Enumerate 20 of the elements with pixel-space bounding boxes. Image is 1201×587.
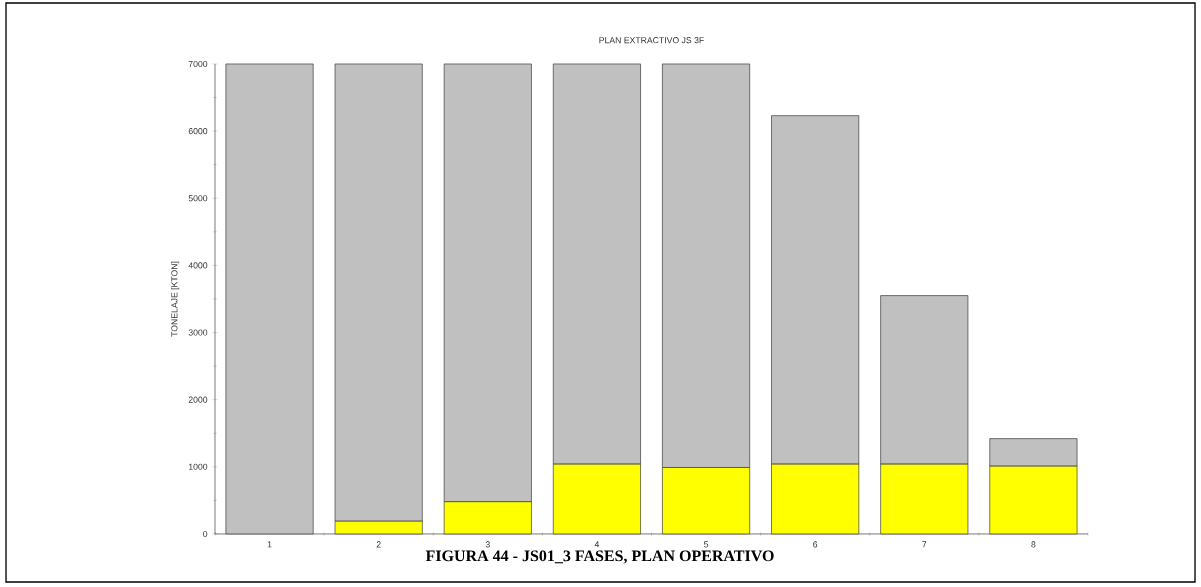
x-tick-label: 2 — [376, 541, 381, 548]
bar — [225, 63, 314, 535]
y-tick-label: 5000 — [188, 195, 208, 202]
y-tick-label: 4000 — [188, 262, 208, 269]
y-tick-label: 6000 — [188, 128, 208, 135]
text: FIGURA 44 - JS01_3 FASES, PLAN OPERATIVO — [425, 550, 774, 564]
x-tick-label: 6 — [813, 541, 818, 548]
y-tick-label: 3000 — [188, 329, 208, 336]
x-tick-label: 4 — [594, 541, 600, 548]
y-tick-label: 0 — [203, 530, 208, 538]
x-tick-label: 7 — [922, 541, 927, 548]
y-tick-label: 7000 — [188, 60, 208, 68]
y-tick-label: 2000 — [188, 396, 208, 403]
y-tick-label: 1000 — [189, 463, 208, 470]
x-tick-label: 8 — [1031, 541, 1036, 548]
y-axis-title: TONELAJE [KTON] — [171, 261, 180, 337]
x-tick-label: 3 — [485, 541, 490, 548]
x-tick-label: 1 — [267, 541, 272, 548]
x-tick-label: 5 — [703, 541, 709, 548]
chart-title: PLAN EXTRACTIVO JS 3F — [599, 37, 704, 44]
